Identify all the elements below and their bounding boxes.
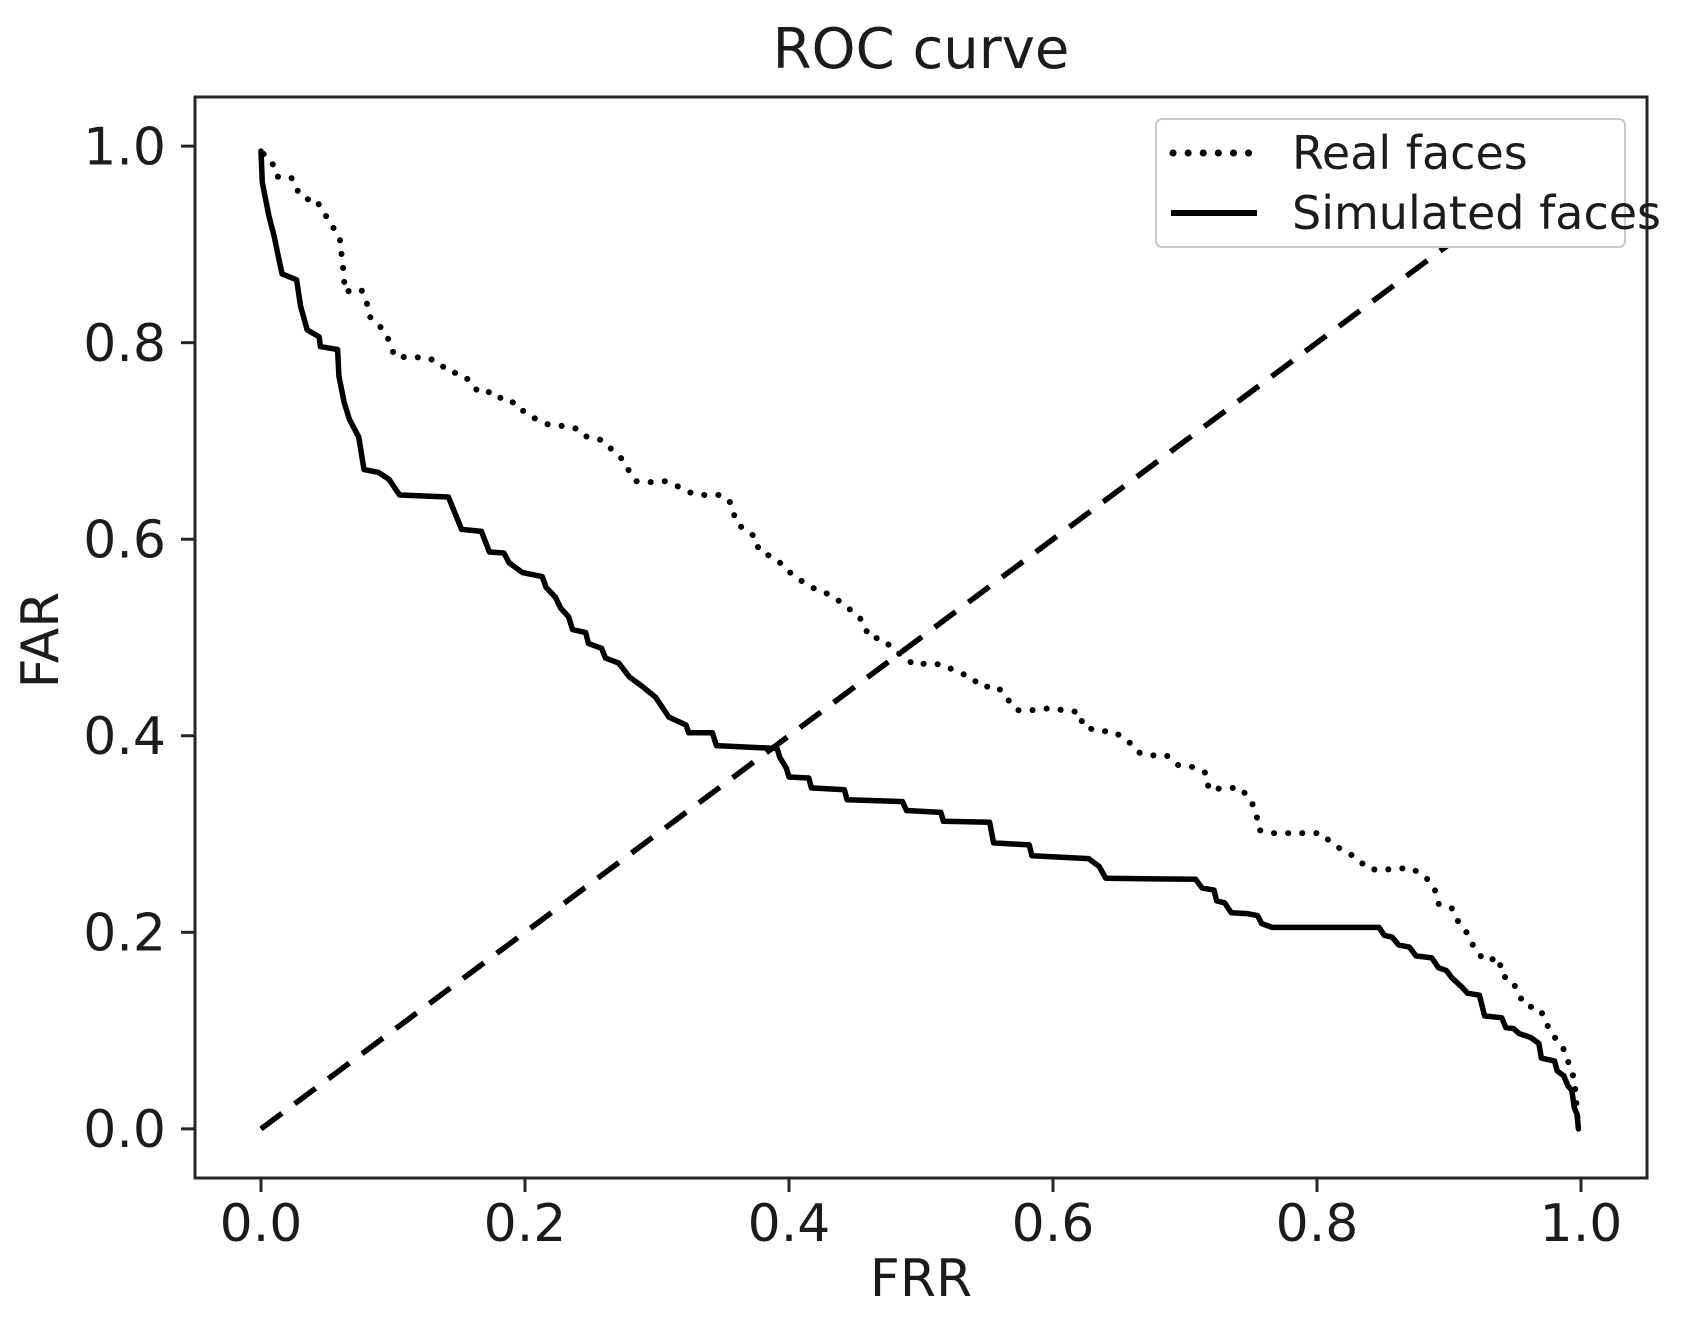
x-tick-label: 0.8 xyxy=(1276,1194,1359,1254)
legend-entry-simulated-faces: Simulated faces xyxy=(1157,184,1661,242)
x-tick-label: 0.0 xyxy=(220,1194,303,1254)
legend-label-real-faces: Real faces xyxy=(1292,126,1528,180)
y-tick-label: 0.2 xyxy=(83,904,166,964)
axes-spines xyxy=(193,95,1649,1180)
x-tick-label: 0.4 xyxy=(748,1194,831,1254)
y-tick-label: 0.6 xyxy=(83,510,166,570)
series-real-faces xyxy=(260,151,1582,1132)
legend-label-simulated-faces: Simulated faces xyxy=(1292,186,1662,240)
series-chance-diagonal xyxy=(259,143,1583,1132)
x-tick-label: 0.6 xyxy=(1012,1194,1095,1254)
y-tick-label: 0.4 xyxy=(83,707,166,767)
y-tick-label: 1.0 xyxy=(83,117,166,177)
x-tick-label: 1.0 xyxy=(1540,1194,1623,1254)
y-axis-label: FAR xyxy=(11,592,71,689)
x-tick-label: 0.2 xyxy=(484,1194,567,1254)
legend-entry-real-faces: Real faces xyxy=(1157,124,1624,182)
plot-content: 0.0 0.2 0.4 0.6 0.8 1.0 0.0 0.2 0.4 0.6 0.8 1.0 xyxy=(83,95,1649,1254)
series-simulated-faces xyxy=(258,148,1582,1132)
dotted-line-icon xyxy=(1169,149,1259,157)
chart-title: ROC curve xyxy=(773,17,1070,82)
y-tick-label: 0.0 xyxy=(83,1100,166,1160)
y-tick-label: 0.8 xyxy=(83,314,166,374)
x-axis-label: FRR xyxy=(870,1249,972,1309)
legend: Real faces Simulated faces xyxy=(1155,118,1661,248)
solid-line-icon xyxy=(1171,210,1257,216)
